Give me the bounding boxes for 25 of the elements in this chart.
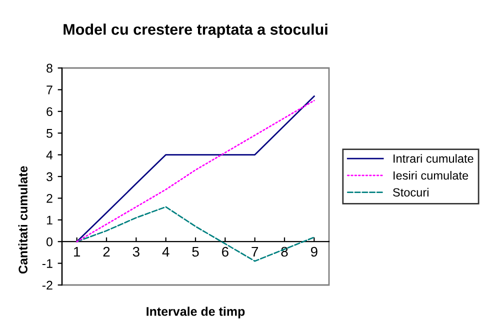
y-tick-label: 4	[46, 150, 53, 160]
x-tick-label: 7	[252, 246, 258, 257]
chart-title: Model cu crestere traptata a stocului	[64, 24, 328, 38]
legend-label: Stocuri	[393, 188, 428, 197]
x-tick-label: 6	[222, 246, 228, 257]
legend-label: Intrari cumulate	[394, 154, 474, 163]
y-tick-label: -2	[42, 280, 52, 290]
y-tick-label: 1	[46, 216, 52, 224]
x-tick-label: 4	[162, 246, 170, 257]
y-tick-label: 7	[46, 86, 52, 94]
legend-label: Iesiri cumulate	[394, 170, 468, 180]
x-tick-label: 1	[74, 246, 80, 257]
y-tick-label: 2	[46, 194, 52, 203]
x-tick-label: 9	[310, 246, 318, 257]
y-tick-label: -1	[42, 259, 52, 268]
x-tick-label: 3	[132, 246, 140, 257]
x-tick-label: 5	[192, 246, 199, 257]
y-tick-label: 0	[46, 237, 52, 246]
y-axis-title: Cantitati cumulate	[18, 166, 28, 274]
y-tick-label: 3	[46, 172, 52, 182]
y-tick-label: 5	[46, 129, 52, 138]
x-axis-title: Intervale de timp	[146, 306, 245, 318]
x-tick-label: 2	[103, 246, 110, 257]
y-tick-label: 6	[46, 107, 52, 116]
y-tick-label: 8	[46, 64, 52, 73]
